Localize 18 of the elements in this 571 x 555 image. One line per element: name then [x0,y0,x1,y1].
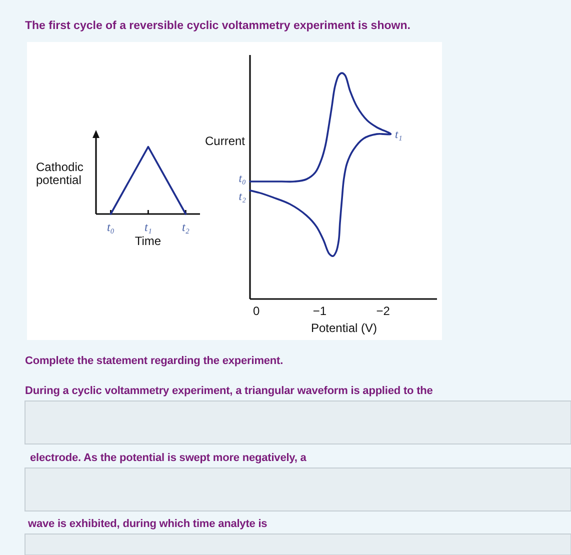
x-tick-label: t₁ [144,220,152,234]
x-axis-title: Potential (V) [310,321,378,335]
y-axis-title: Current [204,134,246,148]
text: t₂ [238,191,246,204]
chart-title: The first cycle of a reversible cyclic voltammetry experiment is shown. [25,20,410,32]
x-tick-label: −1 [312,304,327,318]
y-axis-title: Cathodic potential [36,160,84,187]
x-tick-label: t₂ [182,220,190,234]
text: electrode. As the potential is swept more negatively, a [30,452,308,464]
text: wave is exhibited, during which time analyte is [27,518,268,530]
annotation: t₁ [395,129,402,142]
x-tick-label: t₀ [106,220,114,234]
text: During a cyclic voltammetry experiment, a triangular waveform is applied to the [25,385,433,397]
text: Complete the statement regarding the experiment. [25,355,284,367]
x-tick-label: 0 [252,304,260,318]
x-tick-label: −2 [376,304,390,318]
x-axis-title: Time [134,234,162,248]
text: t₀ [238,173,246,186]
